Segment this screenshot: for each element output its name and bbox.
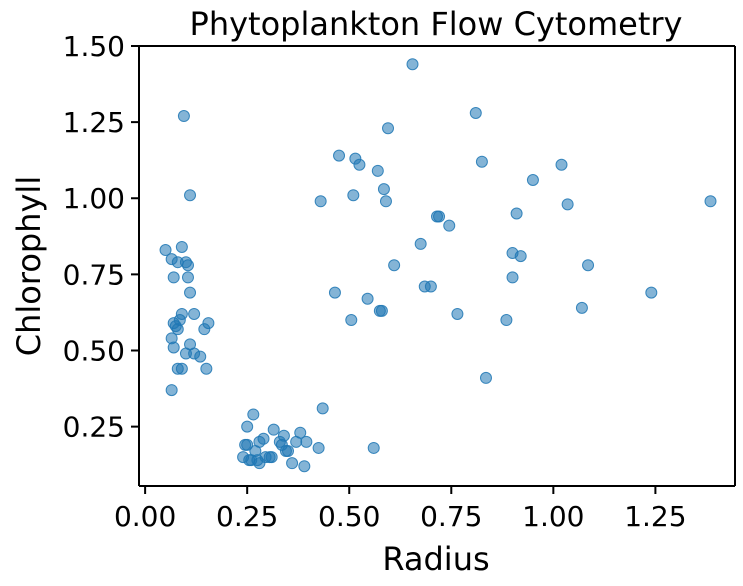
data-point [298, 460, 311, 473]
data-point [177, 110, 190, 123]
data-point [406, 58, 419, 71]
data-point [382, 122, 395, 135]
x-tick-label: 0.50 [318, 500, 380, 533]
x-tick-label: 1.25 [624, 500, 686, 533]
data-point [379, 195, 392, 208]
data-point [316, 402, 329, 415]
data-point [514, 250, 527, 263]
data-point [314, 195, 327, 208]
data-point [300, 435, 313, 448]
data-point [247, 408, 260, 421]
data-point [526, 173, 539, 186]
ticks-layer: 0.00 0.25 0.50 0.75 1.00 1.25 0.25 0.50 0.75 1.00… [63, 30, 687, 533]
data-point [371, 164, 384, 177]
data-point [282, 444, 294, 457]
x-tick-label: 0.75 [420, 500, 482, 533]
data-point [159, 244, 172, 257]
data-point [361, 292, 374, 305]
y-tick-label: 1.50 [63, 30, 125, 63]
data-point [294, 426, 307, 439]
x-tick-label: 1.00 [522, 500, 584, 533]
data-point [645, 286, 658, 299]
data-point [257, 432, 270, 445]
y-tick-label: 0.25 [63, 411, 125, 444]
data-point [555, 158, 568, 171]
data-point [388, 259, 401, 272]
data-point [443, 219, 456, 232]
points-layer [159, 58, 717, 473]
data-point [375, 304, 388, 317]
y-tick-label: 0.50 [63, 334, 125, 367]
data-point [167, 271, 180, 284]
data-point [367, 441, 380, 454]
data-point [333, 149, 346, 162]
data-point [188, 307, 201, 320]
data-point [265, 451, 278, 464]
data-point [184, 286, 197, 299]
data-point [469, 106, 482, 119]
data-point [184, 189, 197, 202]
data-point [286, 457, 299, 470]
x-tick-label: 0.00 [114, 500, 176, 533]
data-point [175, 240, 188, 253]
y-tick-label: 1.25 [63, 106, 125, 139]
data-point [506, 271, 519, 284]
y-tick-label: 1.00 [63, 182, 125, 215]
data-point [198, 323, 211, 336]
data-point [171, 323, 184, 336]
x-axis-title: Radius [382, 540, 489, 578]
data-point [500, 314, 513, 327]
chart-title: Phytoplankton Flow Cytometry [190, 5, 683, 43]
data-point [475, 155, 488, 168]
y-axis-title: Chlorophyll [10, 176, 48, 356]
x-tick-label: 0.25 [216, 500, 278, 533]
data-point [424, 280, 437, 293]
data-point [181, 259, 194, 272]
data-point [277, 429, 290, 442]
y-tick-label: 0.75 [63, 258, 125, 291]
data-point [414, 237, 427, 250]
data-point [312, 441, 325, 454]
data-point [704, 195, 717, 208]
axes-layer [138, 45, 736, 487]
data-point [241, 438, 254, 451]
data-point [479, 371, 492, 384]
data-point [328, 286, 341, 299]
data-point [377, 183, 390, 196]
data-point [575, 301, 588, 314]
data-point [347, 189, 360, 202]
data-point [561, 198, 574, 211]
data-point [267, 423, 280, 436]
data-point [194, 350, 207, 363]
data-point [345, 314, 358, 327]
data-point [433, 210, 446, 223]
data-point [167, 341, 180, 354]
data-point [175, 362, 188, 375]
data-point [353, 158, 366, 171]
data-point [181, 271, 194, 284]
data-point [582, 259, 595, 272]
data-point [451, 307, 464, 320]
data-point [510, 207, 523, 220]
data-point [241, 420, 254, 433]
data-point [200, 362, 213, 375]
data-point [165, 384, 178, 397]
